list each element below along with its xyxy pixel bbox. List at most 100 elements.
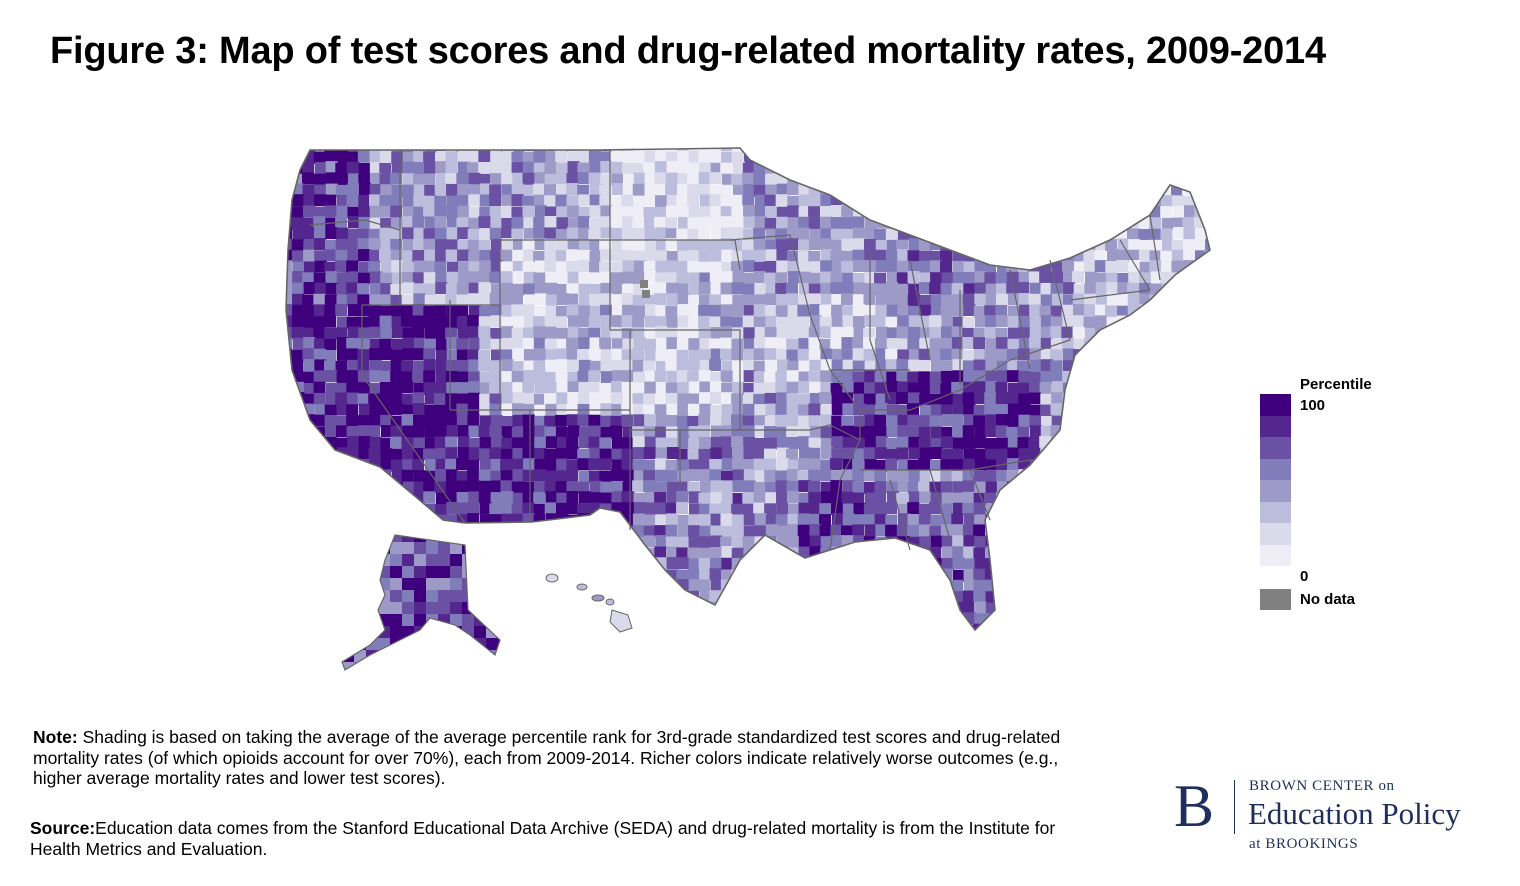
county-cell [324, 580, 337, 593]
county-cell [1006, 502, 1019, 515]
county-cell [995, 612, 1008, 625]
county-cell [468, 568, 481, 581]
county-cell [974, 148, 987, 153]
county-cell [1094, 260, 1107, 273]
county-cell [643, 547, 656, 560]
county-cell [819, 657, 831, 669]
county-cell [567, 217, 580, 230]
county-cell [776, 590, 789, 603]
county-cell [820, 414, 833, 427]
county-cell [512, 403, 525, 416]
county-cell [1007, 392, 1020, 405]
county-cell [390, 602, 403, 615]
county-cell [434, 436, 447, 449]
county-cell [918, 426, 931, 439]
county-cell [1106, 524, 1119, 537]
county-cell [313, 381, 326, 394]
county-cell [776, 579, 789, 592]
county-cell [1149, 469, 1162, 482]
county-cell [709, 184, 722, 197]
county-cell [798, 294, 811, 307]
county-cell [753, 173, 766, 186]
county-cell [907, 326, 920, 339]
county-cell [1006, 415, 1019, 428]
county-cell [907, 195, 920, 208]
county-cell [1094, 491, 1107, 504]
county-cell [1062, 294, 1075, 307]
county-cell [1205, 447, 1210, 460]
county-cell [369, 591, 382, 604]
county-cell [445, 370, 458, 383]
county-cell [414, 590, 427, 603]
county-cell [632, 557, 645, 570]
county-cell [413, 227, 426, 240]
county-cell [907, 382, 920, 395]
legend-ramp-step [1260, 544, 1291, 566]
county-cell [292, 414, 305, 427]
county-cell [435, 161, 448, 174]
county-cell [357, 480, 370, 493]
county-cell [997, 667, 1009, 679]
county-cell [426, 674, 439, 680]
county-cell [874, 172, 887, 185]
county-cell [1116, 590, 1129, 603]
county-cell [919, 524, 932, 537]
county-cell [435, 668, 447, 680]
county-cell [291, 458, 304, 471]
county-cell [412, 458, 425, 471]
county-cell [1237, 515, 1249, 527]
county-cell [720, 392, 733, 405]
county-cell [1161, 679, 1173, 680]
county-cell [645, 668, 657, 680]
county-cell [973, 239, 986, 252]
county-cell [929, 415, 942, 428]
county-cell [687, 415, 700, 428]
county-cell [1149, 448, 1162, 461]
county-cell [600, 623, 613, 630]
county-cell [677, 525, 690, 538]
county-cell [359, 679, 371, 680]
county-cell [885, 514, 898, 527]
county-cell [1226, 416, 1238, 428]
county-cell [270, 547, 282, 559]
county-cell [1094, 580, 1107, 593]
county-cell [974, 481, 987, 494]
county-cell [676, 491, 689, 504]
county-cell [852, 249, 865, 262]
county-cell [787, 195, 800, 208]
county-cell [875, 184, 888, 197]
county-cell [995, 272, 1008, 285]
county-cell [456, 316, 469, 329]
county-cell [918, 437, 931, 450]
county-cell [962, 524, 975, 537]
county-cell [1018, 304, 1031, 317]
county-cell [1028, 271, 1041, 284]
county-cell [720, 227, 733, 240]
county-cell [1117, 668, 1129, 680]
county-cell [1204, 624, 1210, 630]
county-cell [742, 425, 755, 438]
county-cell [291, 514, 304, 527]
county-cell [775, 514, 788, 527]
county-cell [765, 403, 778, 416]
county-cell [313, 293, 326, 306]
county-cell [907, 148, 920, 153]
county-cell [809, 513, 822, 526]
county-cell [1194, 546, 1207, 559]
county-cell [1073, 602, 1086, 615]
county-cell [720, 195, 733, 208]
county-cell [1050, 161, 1063, 174]
legend: Percentile 100 0 No data [1260, 376, 1400, 616]
county-cell [588, 172, 601, 185]
county-cell [486, 554, 499, 567]
county-cell [1139, 535, 1152, 548]
county-cell [1117, 580, 1130, 593]
county-cell [533, 613, 546, 626]
county-cell [600, 635, 612, 647]
county-cell [1150, 624, 1163, 630]
county-cell [951, 623, 964, 630]
county-cell [556, 239, 569, 252]
county-cell [720, 162, 733, 175]
county-cell [1006, 458, 1019, 471]
county-cell [534, 371, 547, 384]
